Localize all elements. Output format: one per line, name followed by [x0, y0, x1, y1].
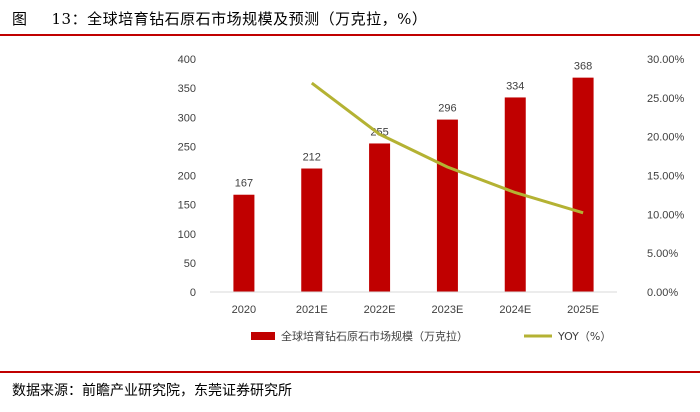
bar [436, 119, 458, 292]
x-axis: 2020 2021E 2022E 2023E 2024E 2025E [210, 291, 617, 316]
y2-tick-label: 25.00% [647, 93, 685, 105]
x-tick-label: 2022E [364, 304, 396, 316]
data-label: 167 [235, 178, 253, 190]
y-tick-label: 150 [178, 200, 196, 212]
x-tick-label: 2023E [432, 304, 464, 316]
source-note: 数据来源：前瞻产业研究院，东莞证券研究所 [12, 383, 292, 399]
y2-tick-label: 0.00% [647, 287, 678, 299]
figure-title: 图 13：全球培育钻石原石市场规模及预测（万克拉，%） [12, 8, 427, 29]
y-tick-label: 0 [190, 287, 196, 299]
y-tick-label: 300 [178, 112, 196, 124]
y-tick-label: 350 [178, 83, 196, 95]
top-rule [0, 34, 700, 36]
left-axis: 0 50 100 150 200 250 300 350 400 [178, 54, 196, 299]
x-tick-label: 2025E [567, 304, 599, 316]
bar [504, 97, 526, 292]
y-tick-label: 100 [178, 229, 196, 241]
y-tick-label: 400 [178, 54, 196, 66]
x-tick-label: 2021E [296, 304, 328, 316]
data-label: 296 [438, 103, 456, 115]
y2-tick-label: 15.00% [647, 171, 685, 183]
y-tick-label: 50 [184, 258, 196, 270]
x-tick-label: 2020 [232, 304, 256, 316]
bar [233, 194, 255, 292]
y2-tick-label: 5.00% [647, 248, 678, 260]
bottom-rule [0, 371, 700, 373]
legend: 全球培育钻石原石市场规模（万克拉） YOY（%） [251, 329, 611, 343]
x-tick-label: 2024E [499, 304, 531, 316]
bar [301, 168, 323, 292]
figure-label: 图 [12, 10, 28, 28]
bar [572, 77, 594, 292]
bar-series [233, 77, 594, 292]
yoy-series [310, 81, 584, 215]
data-label: 212 [303, 152, 321, 164]
legend-line-label: YOY（%） [557, 330, 611, 343]
y2-tick-label: 10.00% [647, 209, 685, 221]
legend-bar-swatch [251, 332, 275, 340]
data-label: 334 [506, 80, 524, 92]
y2-tick-label: 30.00% [647, 54, 685, 66]
y-tick-label: 250 [178, 141, 196, 153]
right-axis: 0.00% 5.00% 10.00% 15.00% 20.00% 25.00% 30.00% [647, 54, 685, 299]
bar [369, 143, 391, 292]
yoy-line [310, 81, 584, 215]
y2-tick-label: 20.00% [647, 132, 685, 144]
figure-caption: 13：全球培育钻石原石市场规模及预测（万克拉，%） [51, 10, 428, 28]
y-tick-label: 200 [178, 171, 196, 183]
data-label: 368 [574, 61, 592, 73]
legend-bar-label: 全球培育钻石原石市场规模（万克拉） [281, 329, 468, 343]
